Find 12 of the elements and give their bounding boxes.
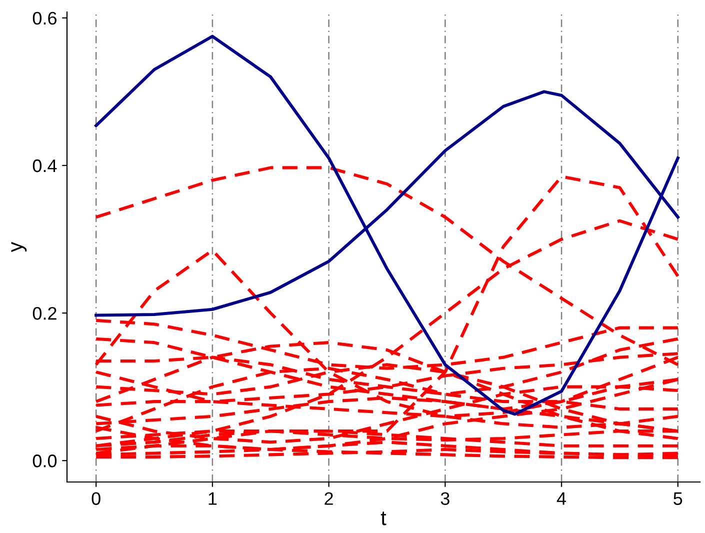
x-tick-label: 3 bbox=[440, 492, 450, 505]
x-tick-label: 0 bbox=[92, 492, 100, 505]
y-tick-label: 0.0 bbox=[32, 454, 57, 468]
y-tick-label: 0.2 bbox=[32, 306, 56, 320]
x-tick-label: 2 bbox=[324, 492, 333, 505]
y-axis-title: y bbox=[11, 242, 27, 252]
x-tick-label: 4 bbox=[556, 492, 566, 505]
x-axis-title: t bbox=[380, 512, 386, 526]
y-tick-label: 0.4 bbox=[32, 159, 57, 172]
y-tick-label: 0.6 bbox=[32, 12, 56, 25]
x-tick-label: 5 bbox=[674, 492, 682, 505]
x-tick-label: 1 bbox=[208, 492, 217, 505]
